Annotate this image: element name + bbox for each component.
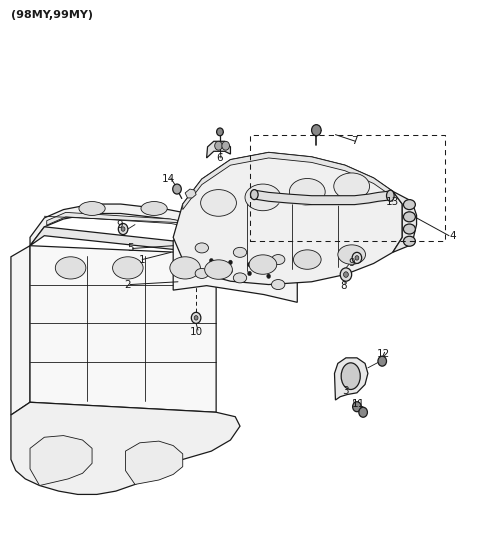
Polygon shape [206, 141, 230, 158]
Text: 11: 11 [352, 399, 365, 409]
Circle shape [194, 316, 198, 320]
Ellipse shape [170, 257, 200, 279]
Circle shape [355, 256, 359, 260]
Text: 7: 7 [351, 136, 358, 146]
Text: 2: 2 [124, 280, 131, 290]
Ellipse shape [341, 363, 360, 389]
Polygon shape [335, 358, 368, 400]
Polygon shape [11, 246, 30, 415]
Ellipse shape [404, 224, 415, 234]
Circle shape [216, 128, 223, 136]
Text: 5: 5 [127, 243, 133, 253]
Ellipse shape [201, 190, 237, 217]
Ellipse shape [386, 190, 394, 201]
Circle shape [118, 223, 128, 234]
Polygon shape [125, 441, 183, 484]
Ellipse shape [55, 257, 86, 279]
Ellipse shape [233, 247, 247, 257]
Circle shape [173, 184, 181, 194]
Circle shape [352, 252, 362, 263]
Text: 12: 12 [376, 349, 390, 359]
Ellipse shape [404, 236, 415, 246]
Circle shape [215, 141, 222, 150]
Polygon shape [30, 246, 216, 412]
Polygon shape [393, 191, 417, 252]
Text: 3: 3 [342, 386, 348, 396]
Text: (98MY,99MY): (98MY,99MY) [11, 9, 93, 20]
Polygon shape [47, 213, 199, 229]
Ellipse shape [141, 201, 167, 215]
Circle shape [353, 402, 361, 412]
Circle shape [209, 267, 213, 271]
Text: 6: 6 [216, 153, 223, 163]
Polygon shape [30, 436, 92, 485]
Circle shape [344, 272, 348, 277]
Ellipse shape [289, 179, 325, 205]
Polygon shape [185, 189, 196, 198]
Ellipse shape [204, 260, 232, 279]
Circle shape [312, 124, 321, 136]
Text: 1: 1 [139, 254, 145, 264]
Circle shape [209, 258, 213, 263]
Circle shape [340, 268, 352, 281]
Ellipse shape [404, 212, 415, 222]
Ellipse shape [272, 254, 285, 264]
Text: 9: 9 [117, 220, 123, 229]
Ellipse shape [113, 257, 143, 279]
Circle shape [378, 356, 386, 366]
Circle shape [192, 312, 201, 324]
Text: 9: 9 [349, 258, 356, 268]
Text: 10: 10 [190, 327, 203, 336]
Circle shape [248, 271, 252, 276]
Circle shape [228, 269, 232, 273]
Polygon shape [30, 204, 216, 246]
Polygon shape [11, 402, 240, 494]
Ellipse shape [251, 190, 258, 200]
Polygon shape [173, 152, 402, 285]
Circle shape [121, 227, 125, 231]
Circle shape [248, 262, 252, 267]
Polygon shape [183, 152, 393, 210]
Circle shape [267, 274, 271, 278]
Text: 13: 13 [386, 198, 399, 208]
Circle shape [359, 407, 367, 417]
Polygon shape [173, 233, 297, 302]
Ellipse shape [272, 280, 285, 290]
Polygon shape [30, 227, 216, 254]
Text: 4: 4 [449, 230, 456, 240]
Ellipse shape [79, 201, 105, 215]
Ellipse shape [233, 273, 247, 283]
Ellipse shape [195, 243, 208, 253]
Text: 8: 8 [341, 281, 348, 291]
Ellipse shape [293, 250, 321, 270]
Ellipse shape [404, 200, 415, 210]
Circle shape [267, 266, 271, 270]
Ellipse shape [249, 255, 277, 275]
Ellipse shape [338, 245, 365, 264]
Ellipse shape [245, 184, 281, 211]
Circle shape [228, 260, 232, 264]
Circle shape [222, 141, 229, 150]
Ellipse shape [195, 268, 208, 278]
Ellipse shape [334, 173, 370, 200]
Text: 14: 14 [162, 174, 175, 184]
